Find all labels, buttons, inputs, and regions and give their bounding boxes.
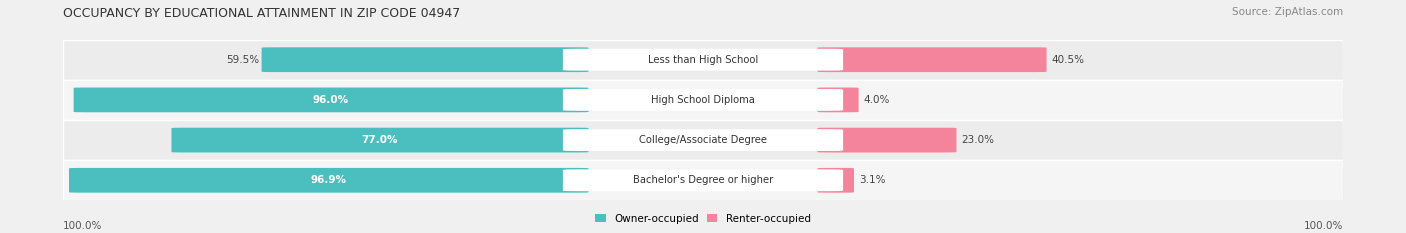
Legend: Owner-occupied, Renter-occupied: Owner-occupied, Renter-occupied (591, 209, 815, 228)
Text: OCCUPANCY BY EDUCATIONAL ATTAINMENT IN ZIP CODE 04947: OCCUPANCY BY EDUCATIONAL ATTAINMENT IN Z… (63, 7, 461, 20)
Text: Source: ZipAtlas.com: Source: ZipAtlas.com (1232, 7, 1343, 17)
FancyBboxPatch shape (69, 168, 589, 193)
FancyBboxPatch shape (73, 88, 589, 112)
FancyBboxPatch shape (562, 169, 844, 191)
FancyBboxPatch shape (63, 40, 1343, 80)
Text: 59.5%: 59.5% (226, 55, 259, 65)
FancyBboxPatch shape (562, 49, 844, 71)
Text: 100.0%: 100.0% (1303, 221, 1343, 231)
FancyBboxPatch shape (817, 128, 956, 152)
Text: 96.0%: 96.0% (314, 95, 349, 105)
FancyBboxPatch shape (63, 160, 1343, 200)
FancyBboxPatch shape (63, 80, 1343, 120)
FancyBboxPatch shape (262, 47, 589, 72)
Text: 3.1%: 3.1% (859, 175, 886, 185)
Text: 100.0%: 100.0% (63, 221, 103, 231)
Text: Less than High School: Less than High School (648, 55, 758, 65)
Text: Bachelor's Degree or higher: Bachelor's Degree or higher (633, 175, 773, 185)
Text: 40.5%: 40.5% (1052, 55, 1084, 65)
FancyBboxPatch shape (562, 129, 844, 151)
FancyBboxPatch shape (172, 128, 589, 152)
Text: 4.0%: 4.0% (863, 95, 890, 105)
Text: 96.9%: 96.9% (311, 175, 347, 185)
Text: High School Diploma: High School Diploma (651, 95, 755, 105)
FancyBboxPatch shape (817, 47, 1046, 72)
FancyBboxPatch shape (817, 88, 859, 112)
Text: 77.0%: 77.0% (361, 135, 398, 145)
Text: 23.0%: 23.0% (962, 135, 994, 145)
FancyBboxPatch shape (817, 168, 853, 193)
FancyBboxPatch shape (63, 120, 1343, 160)
Text: College/Associate Degree: College/Associate Degree (638, 135, 768, 145)
FancyBboxPatch shape (562, 89, 844, 111)
